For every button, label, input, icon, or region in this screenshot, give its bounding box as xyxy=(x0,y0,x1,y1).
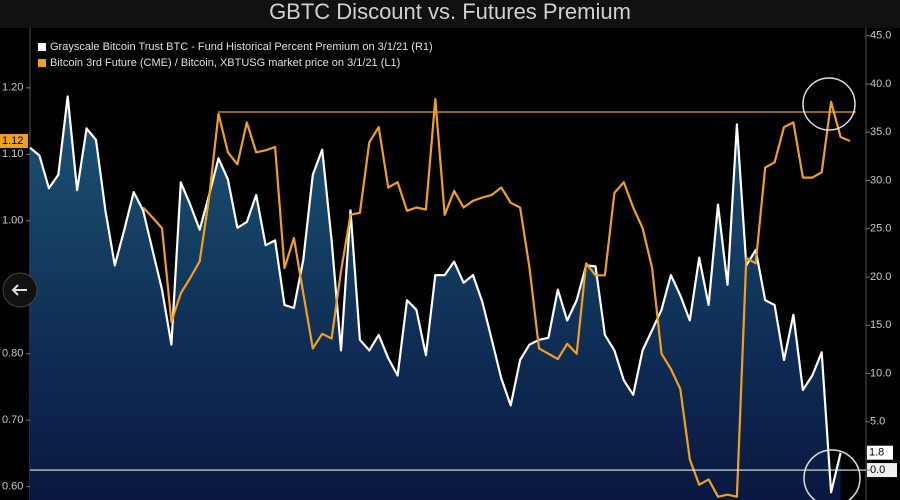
y-tick-label: 1.10 xyxy=(2,148,23,160)
chart-title: GBTC Discount vs. Futures Premium xyxy=(269,0,631,24)
y2-tick-label: 35.0 xyxy=(870,126,891,138)
y2-tick-label: 45.0 xyxy=(870,30,891,42)
overlay: 0.0 1.8 1.12 xyxy=(0,134,897,478)
y-tick-label: 1.00 xyxy=(2,215,23,227)
last-value-label: 1.12 xyxy=(2,135,23,147)
y2-tick-label: 10.0 xyxy=(870,367,891,379)
y-tick-label: 0.70 xyxy=(2,414,23,426)
highlight-circle xyxy=(802,77,856,131)
legend-swatch xyxy=(38,59,46,67)
y-tick-label: 0.60 xyxy=(2,481,23,493)
nav-arrow xyxy=(11,284,27,296)
y2-tick-label: 5.0 xyxy=(870,416,885,428)
legend-label: Grayscale Bitcoin Trust BTC - Fund Histo… xyxy=(50,41,433,53)
highlight-circle xyxy=(803,449,861,500)
y2-tick-label: 30.0 xyxy=(870,174,891,186)
title-bar xyxy=(0,0,900,28)
y2-tick-label: 15.0 xyxy=(870,319,891,331)
last-value-badge xyxy=(0,134,28,149)
y2-badge xyxy=(867,463,897,478)
plot-area xyxy=(29,95,851,500)
line xyxy=(29,95,842,494)
y-tick-label: 0.80 xyxy=(2,348,23,360)
legend-swatch xyxy=(38,43,46,51)
y2-tick-label: 0.0 xyxy=(870,464,885,476)
area xyxy=(30,96,841,500)
last-value-badge xyxy=(867,445,893,460)
line xyxy=(142,98,851,498)
last-value-label: 1.8 xyxy=(869,447,884,459)
legend-label: Bitcoin 3rd Future (CME) / Bitcoin, XBTU… xyxy=(50,57,400,69)
y-tick-label: 1.20 xyxy=(2,82,23,94)
y2-tick-label: 40.0 xyxy=(870,78,891,90)
y2-tick-label: 25.0 xyxy=(870,223,891,235)
y2-tick-label: 20.0 xyxy=(870,271,891,283)
